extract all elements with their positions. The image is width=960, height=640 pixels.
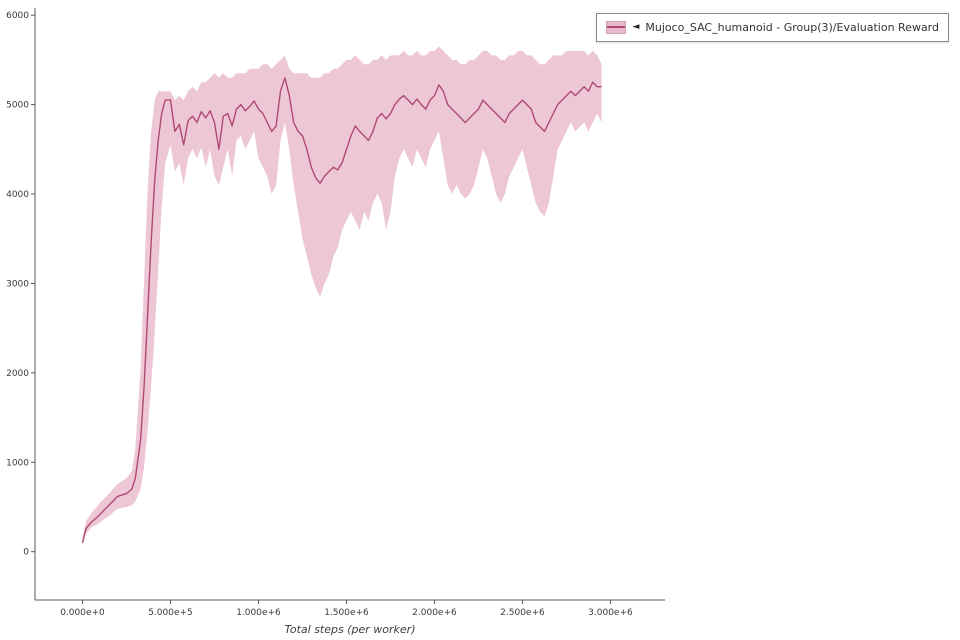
svg-text:6000: 6000 bbox=[6, 11, 29, 21]
legend-collapse-icon[interactable]: ◄ bbox=[632, 22, 640, 33]
svg-text:1000: 1000 bbox=[6, 458, 29, 468]
svg-text:5.000e+5: 5.000e+5 bbox=[148, 608, 193, 618]
svg-text:1.000e+6: 1.000e+6 bbox=[236, 608, 281, 618]
svg-text:3.000e+6: 3.000e+6 bbox=[588, 608, 633, 618]
svg-text:0: 0 bbox=[23, 548, 29, 558]
legend-swatch bbox=[606, 21, 627, 35]
svg-text:2.000e+6: 2.000e+6 bbox=[412, 608, 457, 618]
svg-text:2.500e+6: 2.500e+6 bbox=[500, 608, 545, 618]
legend-swatch-line bbox=[607, 26, 626, 29]
svg-text:2000: 2000 bbox=[6, 369, 29, 379]
svg-text:3000: 3000 bbox=[6, 279, 29, 289]
legend-label: Mujoco_SAC_humanoid - Group(3)/Evaluatio… bbox=[645, 21, 939, 34]
legend: ◄ Mujoco_SAC_humanoid - Group(3)/Evaluat… bbox=[596, 13, 949, 43]
svg-text:4000: 4000 bbox=[6, 190, 29, 200]
svg-text:5000: 5000 bbox=[6, 101, 29, 111]
svg-text:1.500e+6: 1.500e+6 bbox=[324, 608, 369, 618]
legend-item[interactable]: ◄ Mujoco_SAC_humanoid - Group(3)/Evaluat… bbox=[606, 21, 939, 35]
x-axis-title: Total steps (per worker) bbox=[284, 623, 416, 636]
svg-text:0.000e+0: 0.000e+0 bbox=[60, 608, 105, 618]
